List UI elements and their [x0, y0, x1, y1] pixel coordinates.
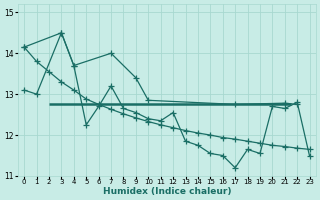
X-axis label: Humidex (Indice chaleur): Humidex (Indice chaleur): [103, 187, 231, 196]
